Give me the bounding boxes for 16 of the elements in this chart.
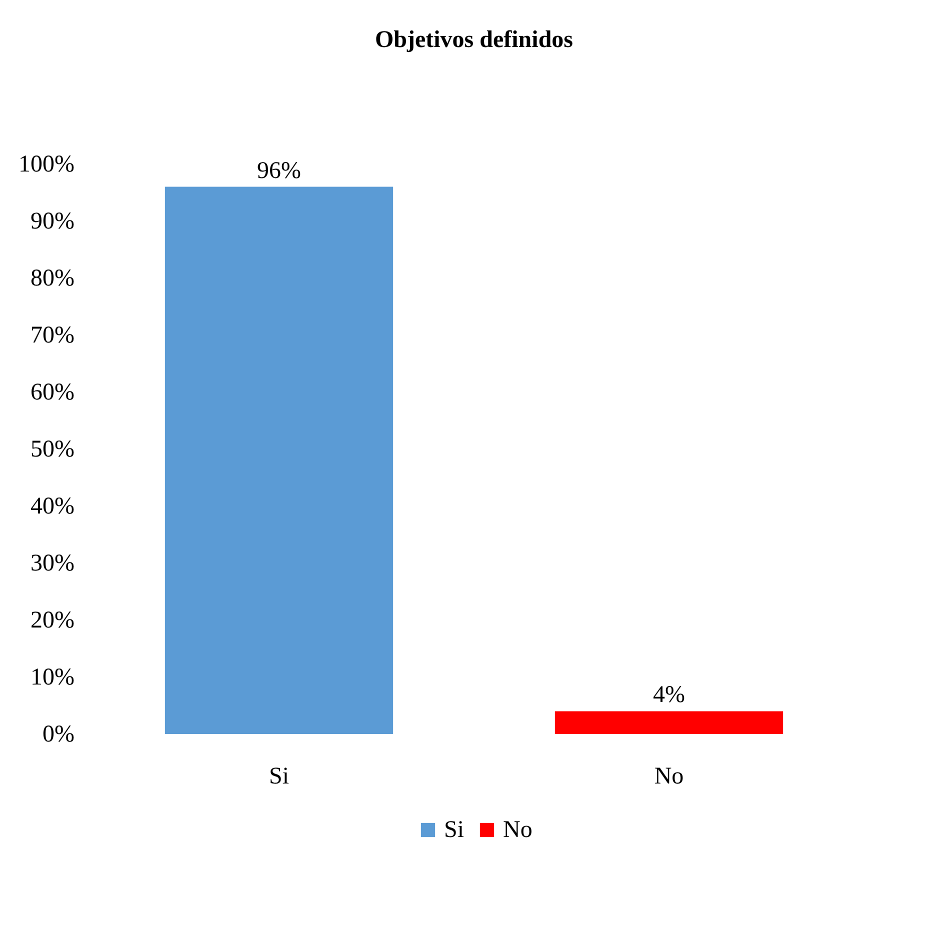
chart-title: Objetivos definidos	[374, 27, 574, 53]
y-tick-label: 10%	[30, 664, 74, 690]
y-tick-label: 90%	[30, 208, 74, 234]
data-label: 96%	[257, 158, 301, 184]
y-tick-label: 60%	[30, 380, 74, 406]
legend-label: No	[503, 817, 532, 843]
y-tick-label: 0%	[42, 722, 74, 748]
data-label: 4%	[653, 682, 685, 708]
y-tick-label: 30%	[30, 550, 74, 576]
y-tick-label: 100%	[18, 152, 74, 178]
y-tick-label: 20%	[30, 608, 74, 634]
y-tick-label: 80%	[30, 266, 74, 292]
y-tick-label: 40%	[30, 494, 74, 520]
y-tick-label: 70%	[30, 322, 74, 348]
y-tick-label: 50%	[30, 436, 74, 462]
legend-label: Si	[444, 817, 464, 843]
